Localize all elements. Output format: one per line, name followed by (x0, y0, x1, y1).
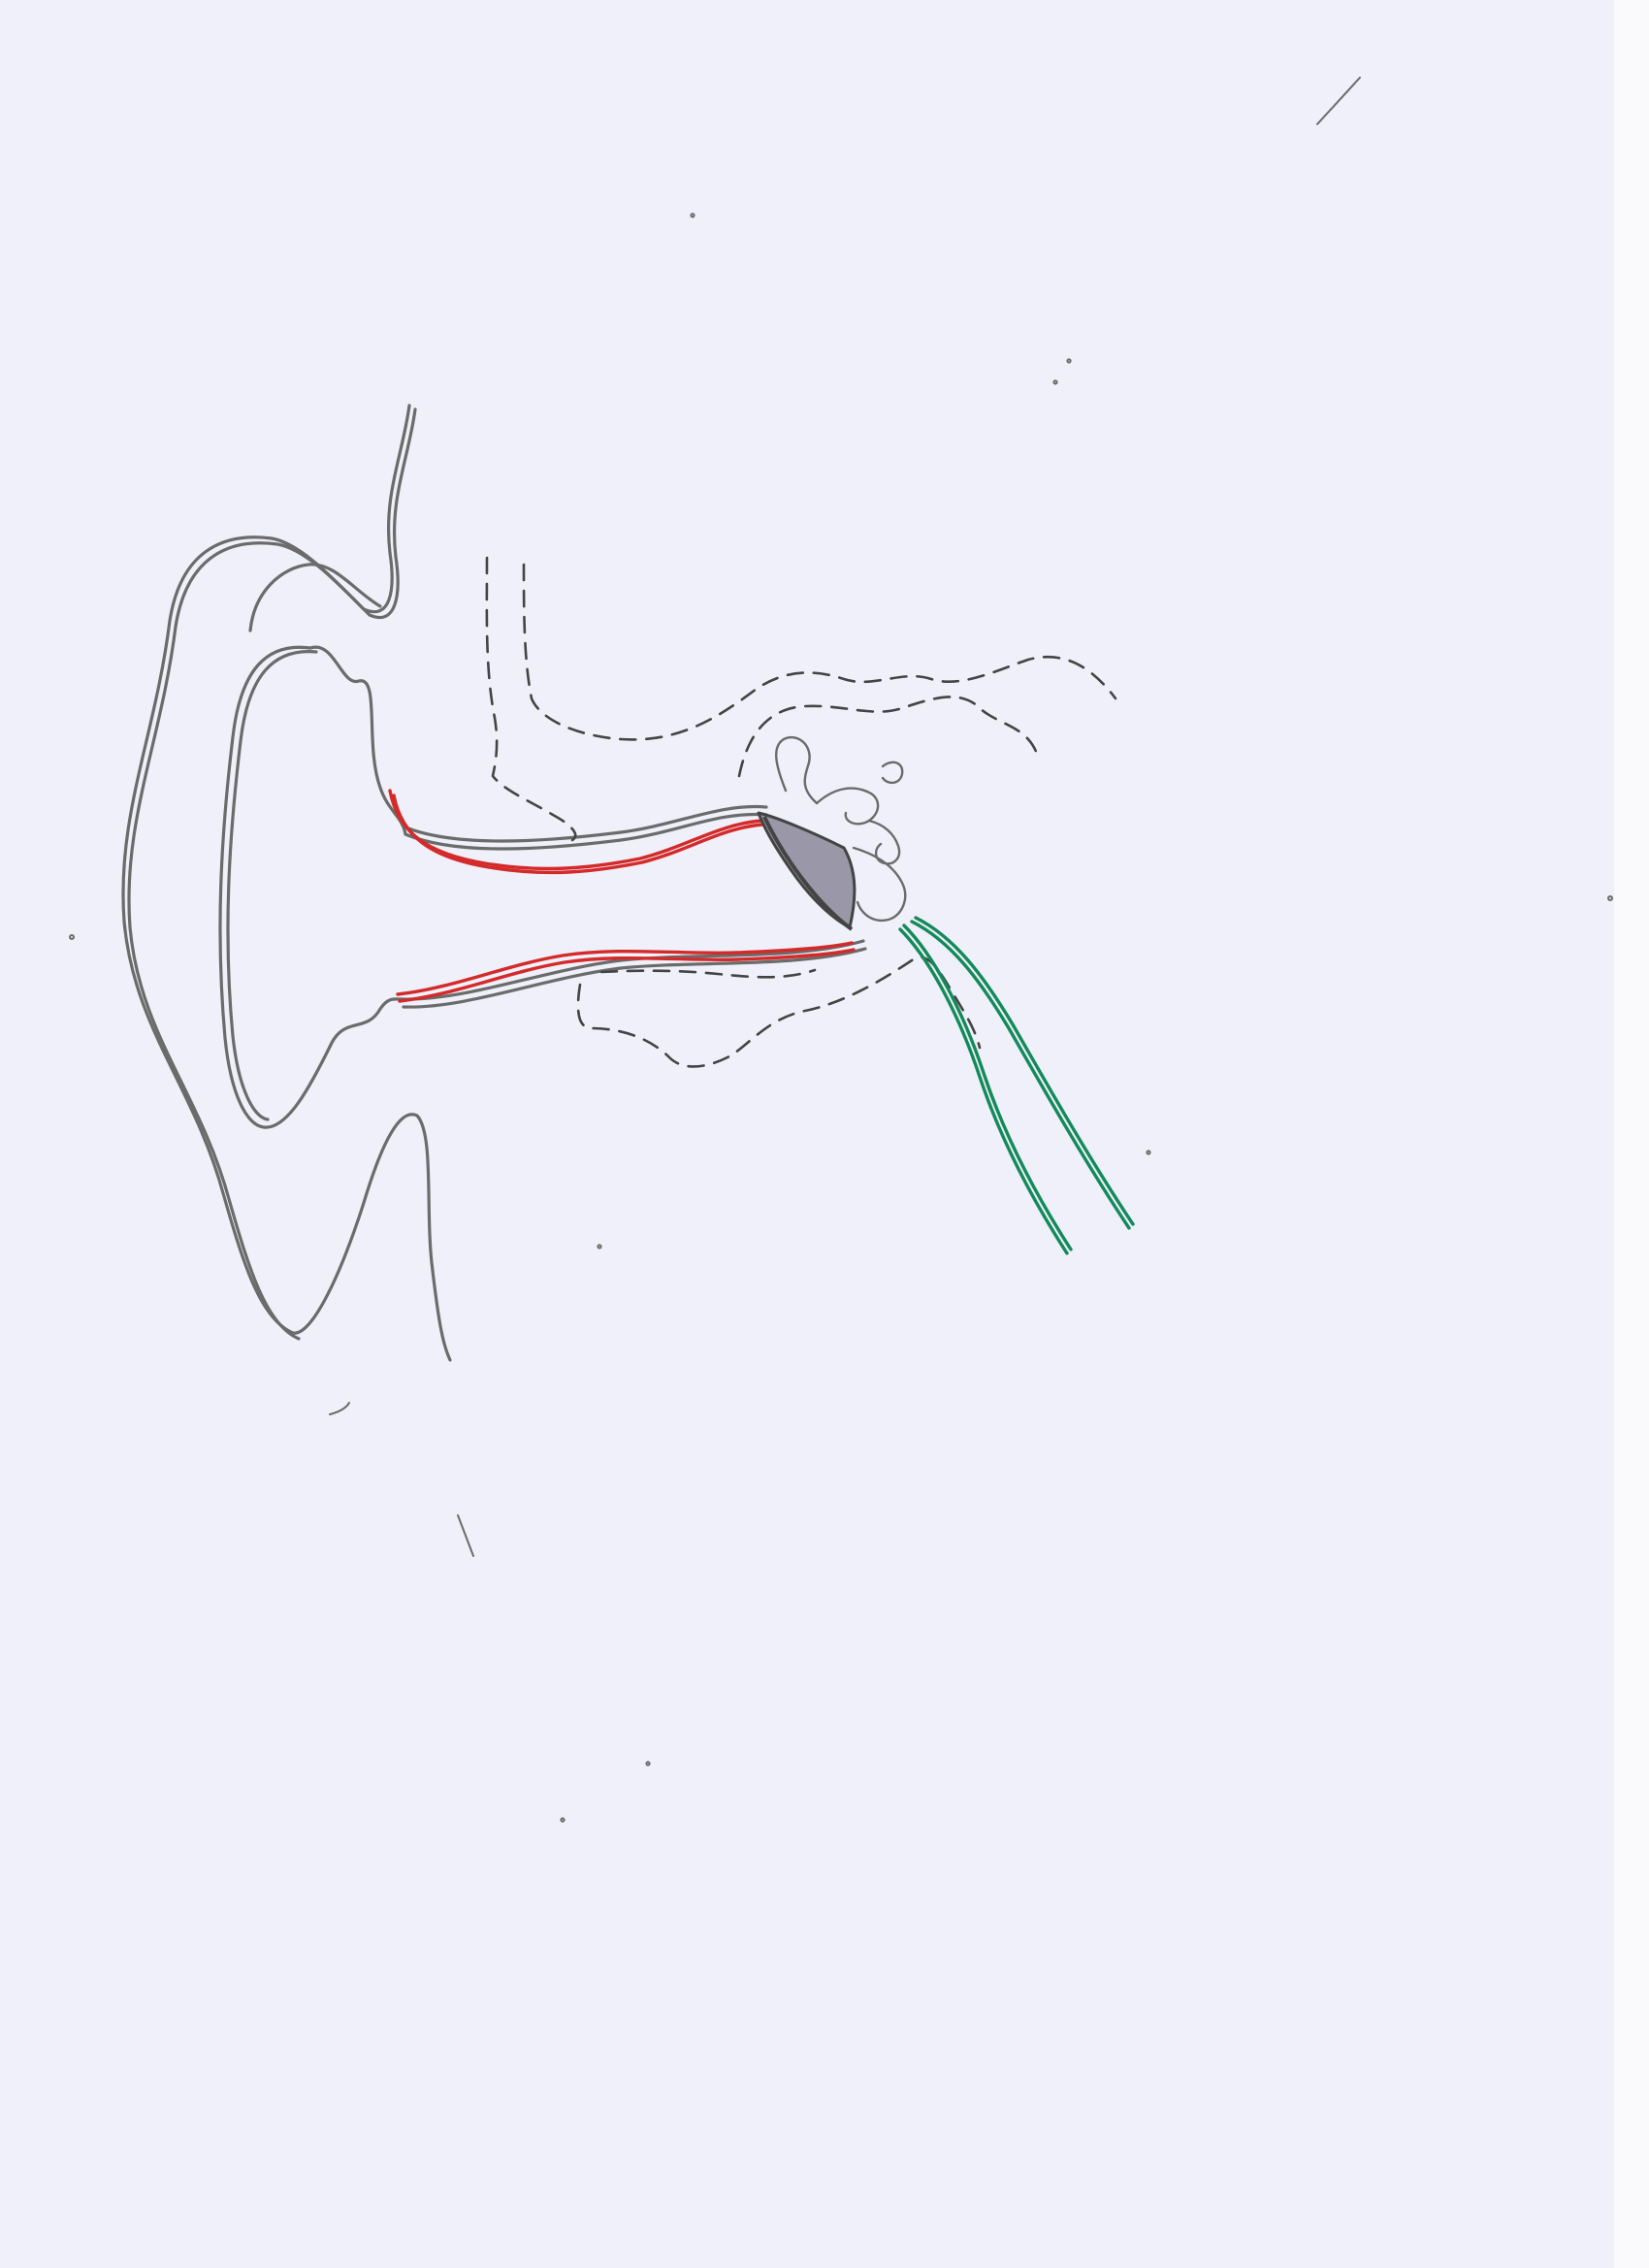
round-window (881, 761, 904, 785)
ossicles (775, 736, 907, 923)
canal-lower-wall (400, 939, 865, 1001)
stray-pencil-marks (69, 77, 1613, 1823)
lower-dashed-outline (576, 956, 982, 1068)
stray-dot-9 (560, 1817, 566, 1823)
lining-upper-2 (392, 794, 764, 875)
canal-upper-wall-2 (402, 804, 768, 843)
outer-ear-outline (121, 404, 452, 1362)
stray-dot-2 (1066, 358, 1072, 364)
incus (815, 787, 880, 826)
stray-dot-8 (645, 1761, 651, 1766)
stray-dot-7 (1607, 895, 1613, 901)
stray-mark-curl (329, 1402, 350, 1415)
upper-dashed-outer (485, 556, 577, 842)
lower-dashed-inner (599, 968, 817, 979)
stapes (867, 819, 901, 865)
lining-lower (396, 941, 854, 996)
cochlea-hint (852, 846, 907, 923)
nerve-strand-2 (910, 920, 1131, 1230)
eardrum (757, 811, 857, 931)
nerve-strand-2b (914, 916, 1135, 1226)
stray-dot-5 (1146, 1150, 1151, 1155)
auditory-nerve (898, 916, 1135, 1255)
nerve-strand-1b (902, 923, 1073, 1251)
paper-edge (1614, 0, 1649, 2268)
ear-canal (400, 804, 867, 1009)
nerve-strand-1 (898, 927, 1069, 1255)
upper-dashed-inner (522, 563, 1117, 741)
helix-outer-line-2 (127, 407, 417, 1341)
stray-mark-top-right (1316, 77, 1361, 125)
stray-dot-3 (1052, 379, 1058, 385)
concha-outer-line (218, 645, 404, 1129)
antihelix-line (248, 563, 382, 632)
helix-outer-line (121, 404, 452, 1362)
antihelix-inner-line (308, 645, 407, 836)
ear-canal-lining (388, 789, 856, 1003)
malleus (775, 736, 819, 805)
lining-lower-2 (398, 948, 856, 1003)
middle-ear-dashed-roof (737, 696, 1040, 778)
stray-mark-bottom (457, 1514, 474, 1557)
temporal-bone-outline (485, 556, 1117, 1068)
concha-inner-line (226, 650, 318, 1121)
stray-dot-4 (69, 934, 75, 940)
canal-lower-wall-2 (402, 947, 867, 1009)
stray-dot-6 (597, 1244, 602, 1249)
eardrum-rim (762, 816, 854, 931)
stray-dot-1 (690, 212, 695, 218)
canal-upper-wall (404, 812, 768, 851)
